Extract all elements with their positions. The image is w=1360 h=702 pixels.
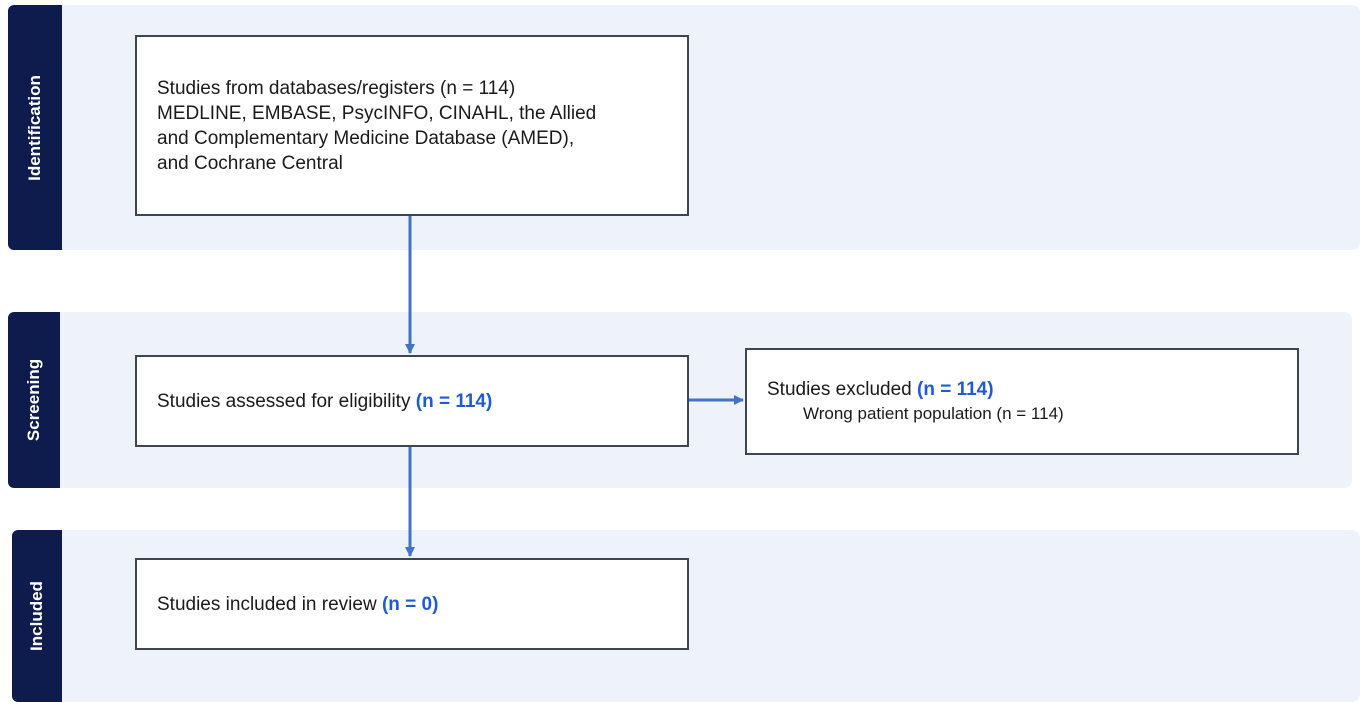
box-line: Studies from databases/registers (n = 11… [157,77,516,99]
box-line: Studies included in review (n = 0) [157,592,687,617]
box-reason: Wrong patient population (n = 114) [803,404,1064,423]
box-text: Studies assessed for eligibility [157,390,411,412]
flow-box: Studies assessed for eligibility (n = 11… [135,355,689,447]
box-line: MEDLINE, EMBASE, PsycINFO, CINAHL, the A… [157,102,597,124]
box-count: (n = 114) [415,390,493,412]
flow-box: Studies included in review (n = 0) [135,558,689,650]
box-line: and Complementary Medicine Database (AME… [157,127,575,149]
box-count: (n = 114) [917,379,994,400]
box-count: (n = 0) [381,593,439,615]
stage-label-bar: Screening [8,312,60,488]
box-line: Studies excluded (n = 114) [767,377,1297,402]
stage-label-bar: Included [12,530,62,702]
flow-box: Studies from databases/registers (n = 11… [135,35,689,216]
stage-label-bar: Identification [8,5,62,250]
box-text: Studies included in review [157,593,377,615]
box-line: and Cochrane Central [157,152,343,174]
box-text: Studies excluded [767,379,912,400]
box-line: Studies assessed for eligibility (n = 11… [157,389,687,414]
flow-box: Studies excluded (n = 114) Wrong patient… [745,348,1299,455]
